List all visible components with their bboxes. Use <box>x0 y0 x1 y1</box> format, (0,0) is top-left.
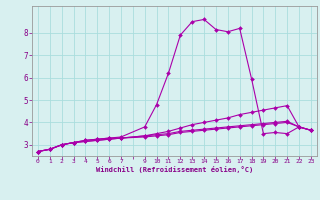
X-axis label: Windchill (Refroidissement éolien,°C): Windchill (Refroidissement éolien,°C) <box>96 166 253 173</box>
